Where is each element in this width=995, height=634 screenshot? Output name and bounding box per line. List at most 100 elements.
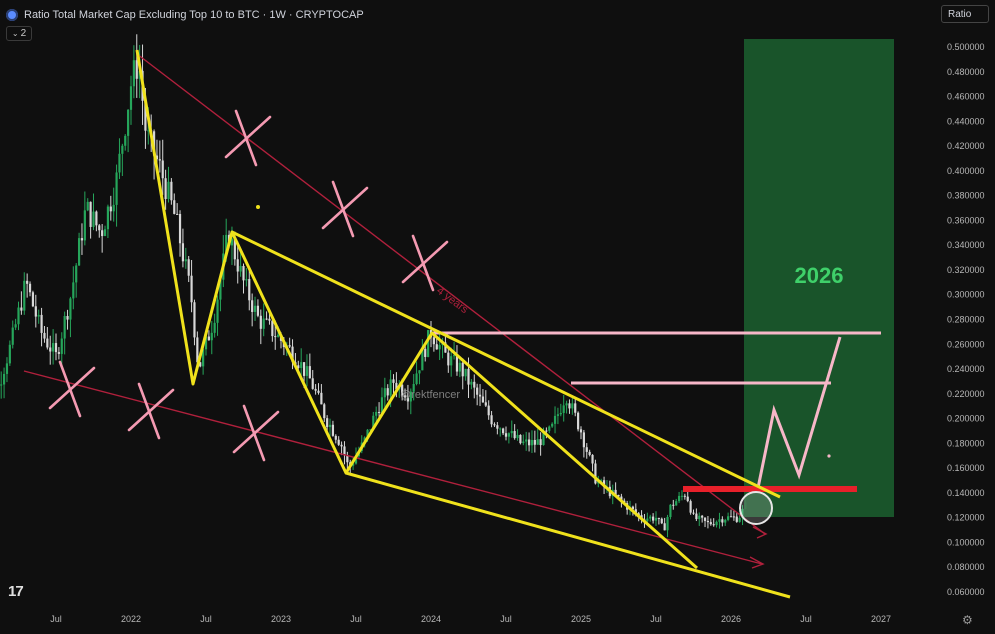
candle-body (470, 381, 473, 385)
candle-body (259, 315, 262, 329)
y-tick-label: 0.440000 (947, 116, 985, 126)
candle-body (92, 211, 95, 227)
y-tick-label: 0.500000 (947, 42, 985, 52)
candle-body (427, 330, 430, 357)
collapse-indicators-button[interactable]: ⌄ 2 (6, 26, 32, 41)
candle-body (52, 343, 55, 352)
cross-mark (48, 366, 96, 410)
candle-body (680, 495, 684, 497)
candle-body (513, 431, 516, 439)
candle-body (184, 259, 187, 262)
candle-body (14, 324, 17, 328)
candle-body (124, 135, 127, 146)
cross-mark (127, 388, 175, 432)
candle-body (634, 509, 637, 514)
cross-mark (411, 234, 435, 292)
candle-body (412, 383, 415, 392)
y-tick-label: 0.060000 (947, 587, 985, 597)
candle-body (242, 265, 245, 281)
candle-body (343, 446, 346, 456)
chart-title: Ratio Total Market Cap Excluding Top 10 … (24, 9, 364, 21)
candle-body (305, 366, 309, 376)
candle-body (40, 314, 43, 333)
candle-body (251, 300, 254, 312)
candle-body (369, 429, 372, 431)
target-year-label: 2026 (795, 263, 844, 288)
scale-mode-button[interactable]: Ratio (941, 5, 989, 23)
candle-body (181, 243, 185, 262)
chart-header: Ratio Total Market Cap Excluding Top 10 … (6, 6, 364, 24)
candle-body (121, 145, 124, 154)
candle-body (732, 516, 735, 518)
y-tick-label: 0.320000 (947, 265, 985, 275)
candle-body (334, 435, 337, 440)
candle-body (323, 404, 326, 419)
candle-body (695, 513, 698, 520)
candle-body (568, 403, 571, 409)
candle-body (77, 238, 81, 266)
watermark: @rektfencer (400, 389, 460, 401)
candle-body (23, 280, 26, 311)
x-tick-label: 2026 (721, 614, 741, 624)
candle-body (372, 415, 375, 430)
candle-body (83, 210, 86, 241)
candle-body (562, 405, 565, 413)
candle-body (582, 432, 585, 448)
candle-body (2, 373, 6, 385)
candle-body (0, 384, 3, 386)
candle-body (424, 348, 427, 357)
candle-body (553, 415, 557, 424)
candle-body (551, 423, 554, 427)
y-tick-label: 0.200000 (947, 414, 985, 424)
cross-mark (321, 186, 369, 230)
candle-body (447, 352, 450, 366)
candle-body (464, 368, 467, 377)
drawing-overlay: 2026 4 years @rektfencer (23, 39, 894, 599)
candle-body (542, 430, 545, 446)
y-tick-label: 0.080000 (947, 562, 985, 572)
cross-mark (242, 404, 266, 462)
candle-body (559, 412, 562, 415)
candle-body (161, 160, 164, 179)
candle-body (219, 279, 222, 300)
candle-body (406, 397, 410, 402)
candle-body (230, 238, 234, 246)
candle-body (216, 299, 219, 323)
candle-body (213, 322, 216, 333)
candle-body (577, 412, 580, 430)
candle-body (689, 501, 692, 513)
candle-body (155, 155, 159, 160)
candle-body (522, 441, 525, 444)
y-tick-label: 0.180000 (947, 438, 985, 448)
candle-body (158, 159, 161, 161)
indicator-count: 2 (20, 28, 27, 39)
y-tick-label: 0.420000 (947, 141, 985, 151)
candle-body (709, 522, 712, 525)
candle-body (167, 181, 170, 200)
candle-body (579, 429, 583, 433)
x-tick-label: Jul (350, 614, 362, 624)
candle-body (328, 424, 332, 428)
candle-body (248, 279, 251, 301)
candle-body (170, 181, 173, 201)
candle-body (435, 344, 438, 350)
candle-body (478, 394, 482, 397)
candle-body (314, 388, 317, 391)
candle-body (225, 234, 228, 254)
candle-body (548, 426, 551, 431)
candle-body (715, 521, 718, 526)
candle-body (502, 428, 505, 434)
candle-body (46, 338, 49, 348)
candle-body (37, 314, 40, 317)
candle-body (473, 381, 476, 388)
gear-icon[interactable]: ⚙ (962, 613, 973, 627)
candle-body (300, 362, 303, 369)
candle-body (452, 354, 456, 357)
cross-mark (401, 240, 449, 284)
candle-body (245, 279, 248, 281)
candle-body (403, 395, 407, 398)
x-tick-label: 2025 (571, 614, 591, 624)
candle-body (331, 424, 335, 436)
candle-body (115, 172, 118, 205)
